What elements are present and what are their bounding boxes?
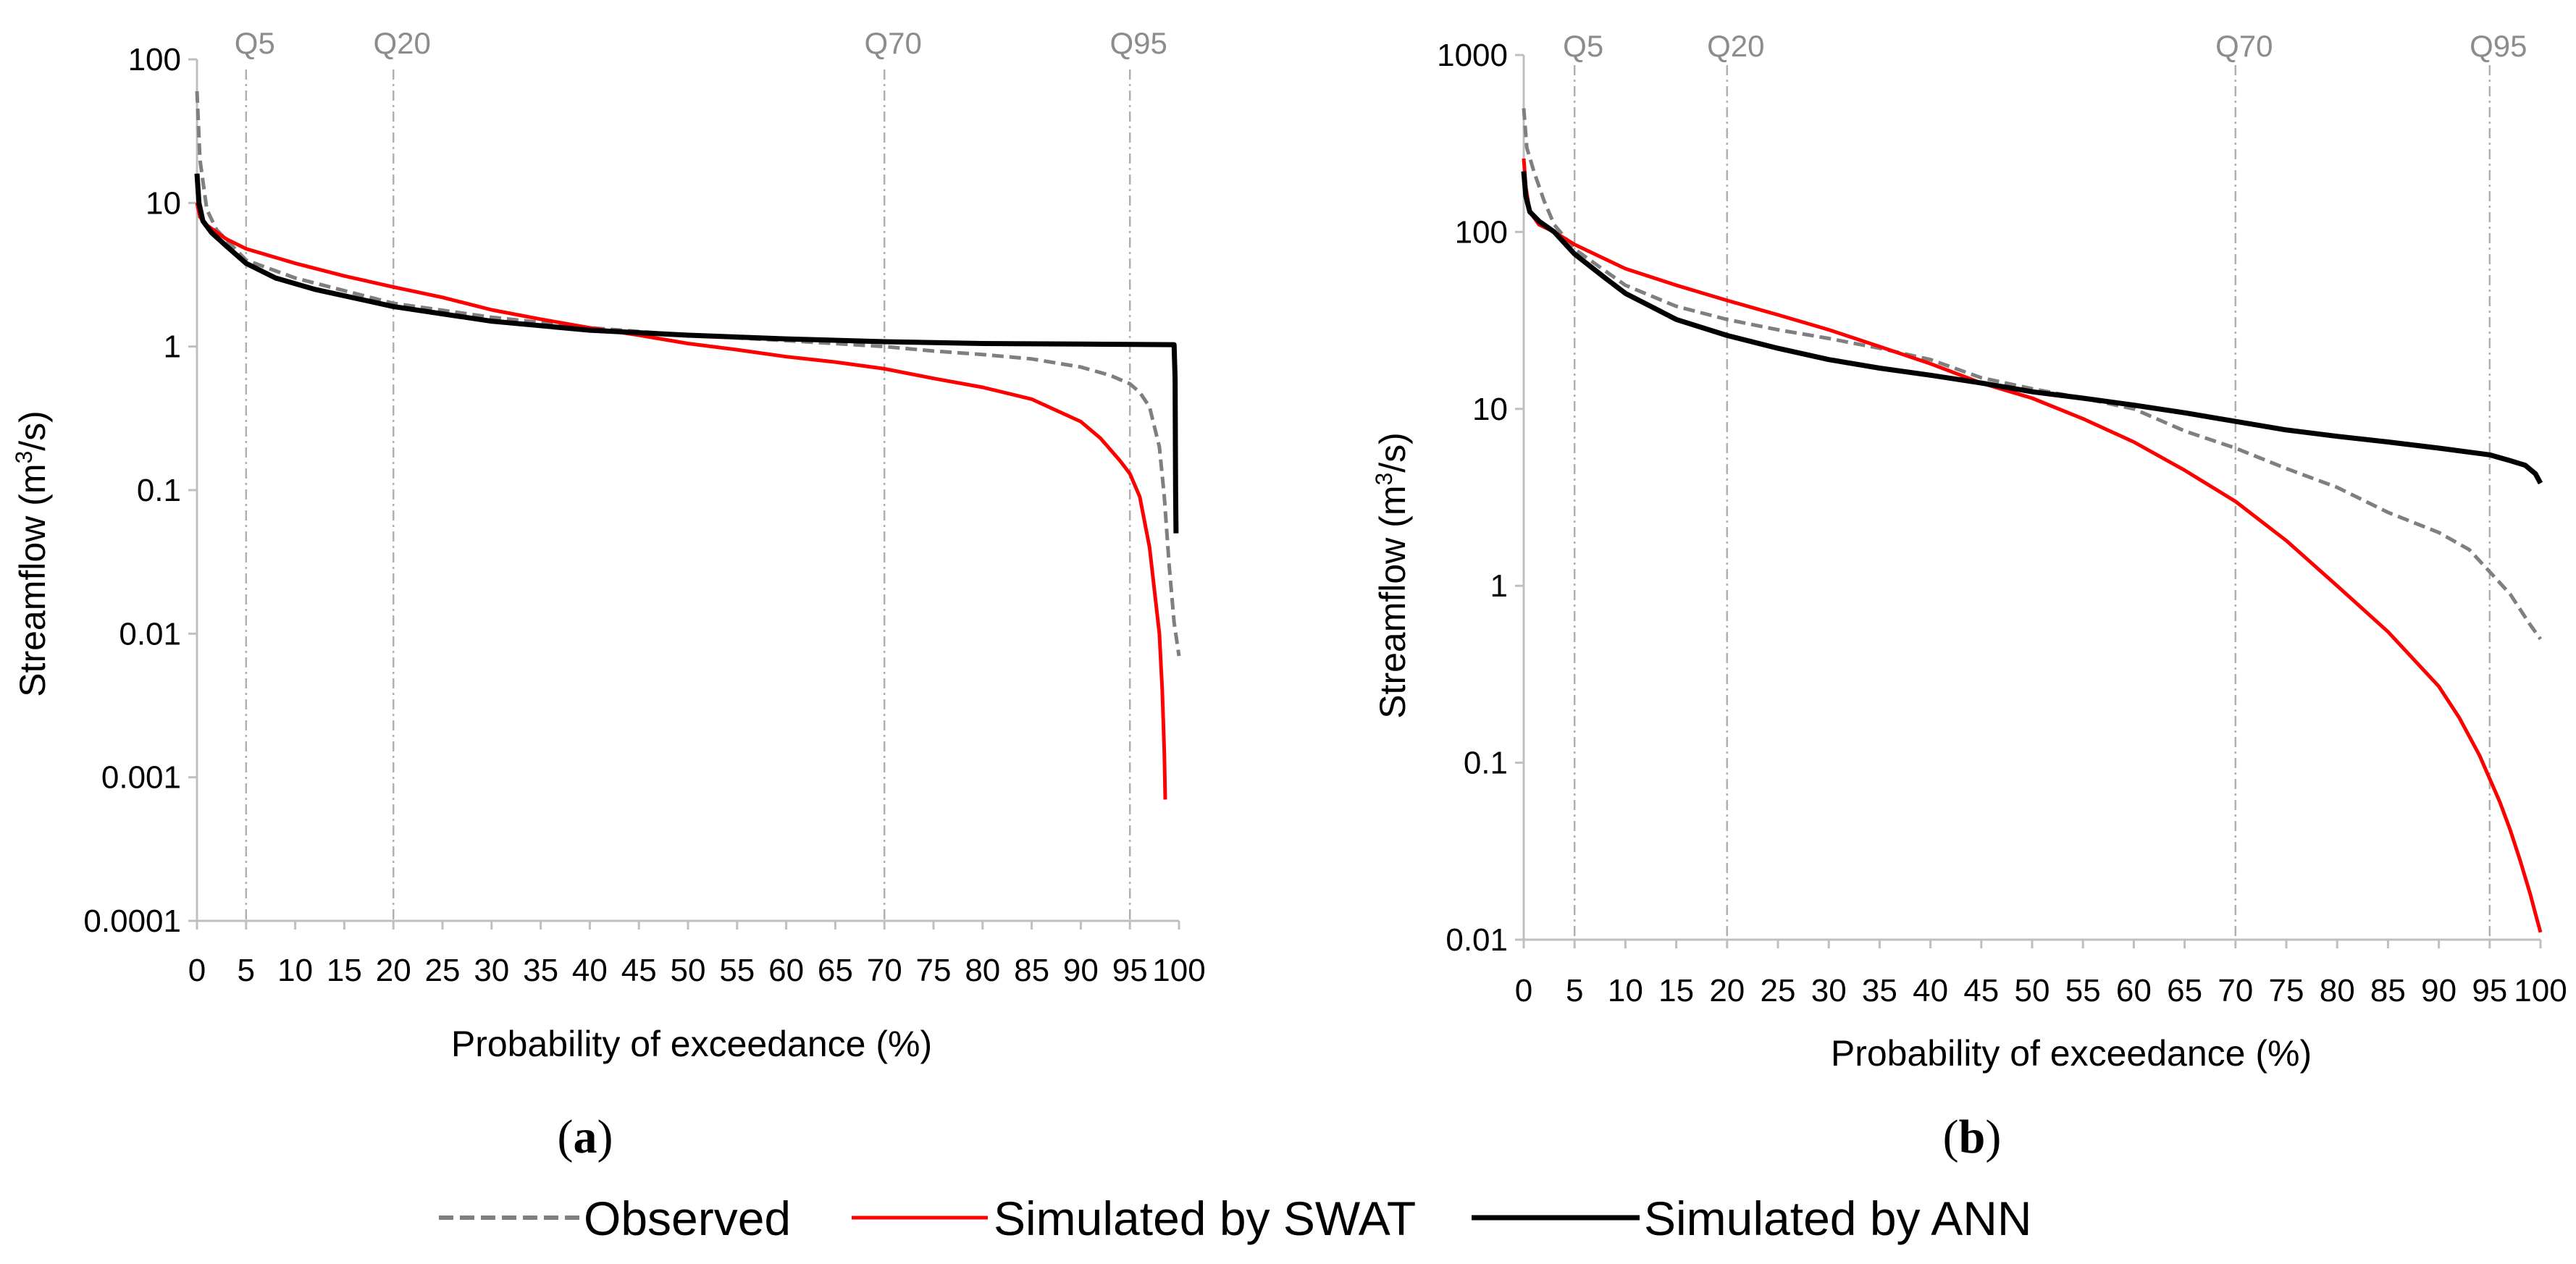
- y-axis-title: Streamflow (m3/s): [1371, 432, 1413, 719]
- panel-label-a: (a): [558, 1111, 613, 1163]
- x-tick-label: 10: [1608, 973, 1643, 1008]
- x-tick-label: 30: [474, 953, 509, 988]
- x-tick-label: 95: [1112, 953, 1148, 988]
- legend-label-observed: Observed: [584, 1192, 791, 1245]
- panel-label-b: (b): [1943, 1111, 2002, 1163]
- x-tick-label: 50: [2015, 973, 2050, 1008]
- x-tick-label: 40: [572, 953, 608, 988]
- x-tick-label: 55: [2065, 973, 2101, 1008]
- x-tick-label: 85: [2370, 973, 2406, 1008]
- x-tick-label: 50: [671, 953, 706, 988]
- reference-label-q95: Q95: [1110, 26, 1167, 60]
- x-tick-label: 35: [523, 953, 558, 988]
- x-tick-label: 40: [1913, 973, 1948, 1008]
- reference-label-q5: Q5: [1563, 29, 1603, 63]
- y-tick-label: 0.01: [119, 616, 181, 652]
- y-tick-label: 0.1: [137, 473, 181, 508]
- y-tick-label: 100: [128, 42, 181, 77]
- x-tick-label: 85: [1014, 953, 1049, 988]
- x-tick-label: 100: [2514, 973, 2567, 1008]
- x-tick-label: 70: [2218, 973, 2253, 1008]
- x-tick-label: 25: [425, 953, 461, 988]
- x-tick-label: 65: [2167, 973, 2202, 1008]
- x-tick-label: 75: [2269, 973, 2304, 1008]
- y-tick-label: 0.0001: [83, 903, 181, 939]
- reference-label-q70: Q70: [2215, 29, 2273, 63]
- x-tick-label: 95: [2472, 973, 2507, 1008]
- x-tick-label: 80: [965, 953, 1000, 988]
- x-tick-label: 0: [188, 953, 206, 988]
- y-tick-label: 100: [1455, 214, 1508, 250]
- series-line-simulated-by-swat: [195, 202, 1167, 800]
- legend: Observed Simulated by SWAT Simulated by …: [439, 1192, 2032, 1245]
- y-tick-label: 1: [1490, 568, 1508, 604]
- x-tick-label: 75: [916, 953, 952, 988]
- y-tick-label: 10: [146, 185, 181, 221]
- x-tick-label: 5: [1566, 973, 1583, 1008]
- y-axis-title: Streamflow (m3/s): [11, 410, 53, 697]
- x-tick-label: 100: [1152, 953, 1205, 988]
- x-tick-label: 65: [818, 953, 853, 988]
- series-line-observed: [195, 90, 1181, 657]
- x-tick-label: 90: [1063, 953, 1099, 988]
- x-tick-label: 5: [238, 953, 255, 988]
- y-tick-label: 0.1: [1464, 746, 1508, 781]
- y-tick-label: 1: [164, 329, 181, 365]
- x-tick-label: 30: [1811, 973, 1847, 1008]
- y-tick-label: 10: [1472, 392, 1508, 427]
- x-tick-label: 45: [621, 953, 657, 988]
- x-tick-label: 20: [1709, 973, 1745, 1008]
- x-tick-label: 15: [1658, 973, 1694, 1008]
- x-tick-label: 80: [2320, 973, 2355, 1008]
- y-tick-label: 1000: [1437, 38, 1508, 73]
- legend-label-swat: Simulated by SWAT: [994, 1192, 1416, 1245]
- x-tick-label: 25: [1761, 973, 1796, 1008]
- x-tick-label: 10: [277, 953, 313, 988]
- x-tick-label: 55: [719, 953, 755, 988]
- x-tick-label: 0: [1515, 973, 1532, 1008]
- series-line-simulated-by-ann: [194, 173, 1179, 534]
- reference-label-q95: Q95: [2470, 29, 2527, 63]
- y-tick-label: 0.01: [1446, 922, 1508, 958]
- x-tick-label: 60: [2116, 973, 2152, 1008]
- x-tick-label: 60: [768, 953, 804, 988]
- series-line-observed: [1522, 108, 2543, 641]
- reference-label-q5: Q5: [235, 26, 275, 60]
- chart-panel-b: Streamflow (m3/s) Probability of exceeda…: [1371, 29, 2567, 1163]
- series-line-simulated-by-ann: [1521, 171, 2543, 485]
- x-axis-title: Probability of exceedance (%): [451, 1024, 932, 1064]
- x-axis-title: Probability of exceedance (%): [1831, 1033, 2312, 1074]
- series-line-simulated-by-swat: [1522, 158, 2543, 933]
- x-tick-label: 45: [1963, 973, 1999, 1008]
- legend-label-ann: Simulated by ANN: [1644, 1192, 2032, 1245]
- x-tick-label: 15: [327, 953, 362, 988]
- reference-label-q70: Q70: [865, 26, 922, 60]
- x-tick-label: 70: [867, 953, 902, 988]
- reference-label-q20: Q20: [374, 26, 431, 60]
- x-tick-label: 35: [1862, 973, 1897, 1008]
- chart-panel-a: Streamflow (m3/s) Probability of exceeda…: [11, 26, 1206, 1163]
- x-tick-label: 20: [376, 953, 411, 988]
- x-tick-label: 90: [2421, 973, 2457, 1008]
- reference-label-q20: Q20: [1707, 29, 1764, 63]
- y-tick-label: 0.001: [101, 760, 181, 796]
